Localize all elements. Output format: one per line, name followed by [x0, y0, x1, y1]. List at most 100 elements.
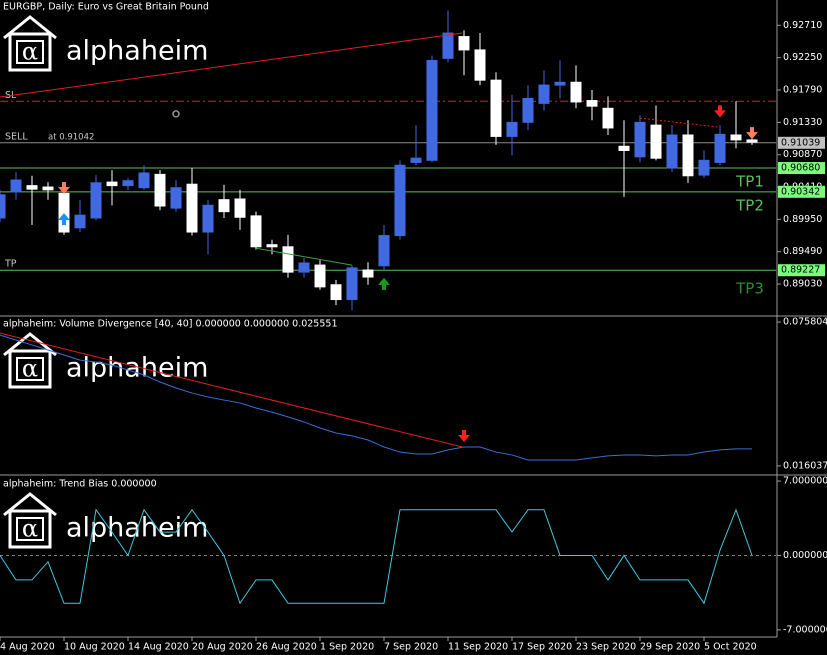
candle-body: [714, 133, 726, 163]
level-label: SELL: [5, 131, 28, 142]
logo-house: [8, 32, 52, 72]
price-box-label: 0.89227: [781, 265, 820, 276]
trendline: [255, 247, 353, 266]
trendline: [0, 332, 463, 448]
candle-body: [586, 100, 598, 107]
candle-body: [730, 134, 742, 141]
candle-body: [330, 284, 342, 301]
price-box: [778, 264, 825, 277]
candle-body: [538, 84, 550, 104]
candle-body: [42, 186, 54, 191]
candle-body: [106, 181, 118, 187]
y-tick-label: -7.000000: [783, 624, 827, 635]
candle-body: [298, 262, 310, 273]
level-label: TP: [4, 259, 17, 270]
candle-body: [698, 159, 710, 176]
logo-door: [16, 357, 44, 381]
candle-body: [202, 204, 214, 233]
candle-body: [346, 267, 358, 301]
candle-body: [618, 145, 630, 151]
candle-body: [746, 139, 758, 143]
candle-body: [0, 194, 6, 219]
logo-house: [8, 509, 52, 549]
price-box: [778, 136, 825, 149]
y-tick-label: 0.89950: [783, 214, 822, 225]
candle-body: [122, 180, 134, 187]
logo-roof: [3, 332, 57, 357]
candle-body: [186, 183, 198, 233]
series-line: [0, 508, 753, 605]
x-tick-label: 5 Oct 2020: [704, 642, 757, 653]
trendline: [0, 32, 463, 98]
signal-arrow: [714, 105, 726, 118]
candle-body: [170, 187, 182, 209]
candle-body: [554, 81, 566, 86]
series-line: [0, 334, 752, 461]
signal-arrow: [458, 430, 470, 443]
logo-door: [16, 517, 44, 541]
price-box-label: 0.91039: [781, 137, 820, 148]
candle-body: [218, 199, 230, 213]
x-tick-label: 14 Aug 2020: [128, 642, 189, 653]
candle-body: [10, 179, 22, 193]
y-tick-label: 0.075804: [783, 317, 827, 328]
x-tick-label: 17 Sep 2020: [512, 642, 572, 653]
pane: α alphaheim: [0, 332, 752, 461]
candle-body: [522, 97, 534, 123]
x-tick-label: 7 Sep 2020: [384, 642, 438, 653]
candle-body: [378, 235, 390, 267]
signal-arrow: [746, 127, 758, 140]
price-box: [778, 162, 825, 175]
candle-body: [474, 49, 486, 81]
candle-body: [58, 192, 70, 233]
trendline: [639, 117, 721, 128]
logo-symbol: α: [22, 38, 38, 66]
x-tick-label: 26 Aug 2020: [256, 642, 317, 653]
candle-body: [426, 59, 438, 161]
y-tick-label: 0.000000: [783, 550, 827, 561]
y-tick-label: 0.90870: [783, 149, 822, 160]
price-box-label: 0.90680: [781, 163, 820, 174]
pane-title: EURGBP, Daily: Euro vs Great Britain Pou…: [3, 2, 209, 13]
candle-body: [26, 185, 38, 190]
x-tick-label: 11 Sep 2020: [448, 642, 508, 653]
pane-title: alphaheim: Volume Divergence [40, 40] 0.…: [3, 319, 338, 330]
y-tick-label: 0.92250: [783, 52, 822, 63]
candle-body: [490, 79, 502, 137]
level-label: TP1: [735, 173, 764, 191]
candle-body: [250, 215, 262, 248]
x-tick-label: 29 Sep 2020: [640, 642, 700, 653]
candle-body: [138, 172, 150, 189]
candle-body: [154, 173, 166, 207]
y-tick-label: 0.91330: [783, 117, 822, 128]
candle-body: [394, 164, 406, 237]
logo-roof: [3, 492, 57, 517]
y-tick-label: 7.000000: [783, 476, 827, 487]
x-tick-label: 10 Aug 2020: [64, 642, 125, 653]
x-tick-label: 4 Aug 2020: [0, 642, 55, 653]
price-box-label: 0.90342: [781, 186, 820, 197]
candle-body: [570, 81, 582, 103]
y-tick-label: 0.92710: [783, 20, 822, 31]
candle-body: [314, 264, 326, 288]
signal-arrow: [58, 213, 70, 226]
signal-circle: [172, 110, 180, 118]
level-note: at 0.91042: [48, 132, 94, 142]
candle-body: [650, 124, 662, 159]
candle-body: [442, 32, 454, 59]
logo-symbol: α: [22, 355, 38, 383]
x-tick-label: 1 Sep 2020: [320, 642, 374, 653]
candle-body: [266, 244, 278, 248]
signal-arrow: [378, 277, 390, 290]
level-label: TP2: [735, 196, 764, 214]
logo-roof: [3, 15, 57, 40]
logo-text: alphaheim: [66, 36, 208, 67]
y-tick-label: 0.89030: [783, 279, 822, 290]
y-tick-label: 0.91790: [783, 85, 822, 96]
pane-title: alphaheim: Trend Bias 0.000000: [3, 479, 157, 490]
candle-body: [90, 182, 102, 219]
candle-body: [74, 214, 86, 229]
